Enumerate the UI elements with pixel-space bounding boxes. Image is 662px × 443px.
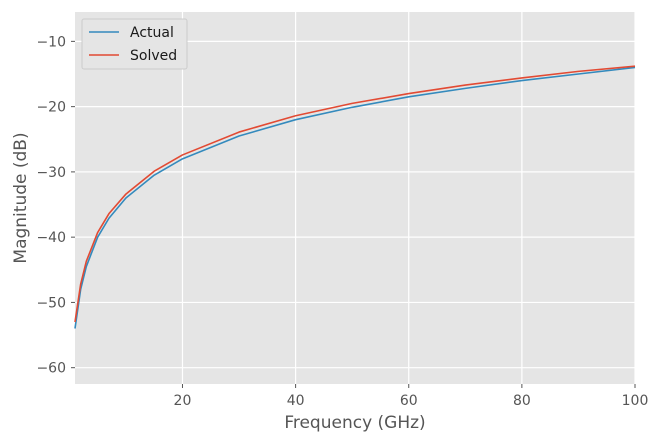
- series-line-solved: [74, 65, 636, 323]
- x-tick-label: 80: [513, 393, 531, 409]
- y-tick-label: −30: [36, 165, 66, 181]
- plot-background: [75, 12, 635, 384]
- y-tick-label: −50: [36, 295, 66, 311]
- legend: Actual Solved: [81, 18, 188, 70]
- legend-label-solved: Solved: [130, 48, 177, 64]
- x-axis-ticks: 20 40 60 80 100: [174, 384, 649, 409]
- x-tick-label: 20: [174, 393, 192, 409]
- series-line-actual: [74, 66, 636, 329]
- x-tick-label: 60: [400, 393, 418, 409]
- y-axis-ticks: −60 −50 −40 −30 −20 −10: [36, 34, 75, 377]
- y-tick-label: −40: [36, 230, 66, 246]
- x-axis-label: Frequency (GHz): [284, 413, 425, 433]
- y-tick-label: −20: [36, 100, 66, 116]
- x-tick-label: 40: [287, 393, 305, 409]
- y-tick-label: −60: [36, 361, 66, 377]
- y-axis-label: Magnitude (dB): [11, 132, 31, 263]
- series-layer: [74, 65, 636, 329]
- legend-label-actual: Actual: [130, 25, 174, 41]
- x-tick-label: 100: [622, 393, 649, 409]
- y-tick-label: −10: [36, 34, 66, 50]
